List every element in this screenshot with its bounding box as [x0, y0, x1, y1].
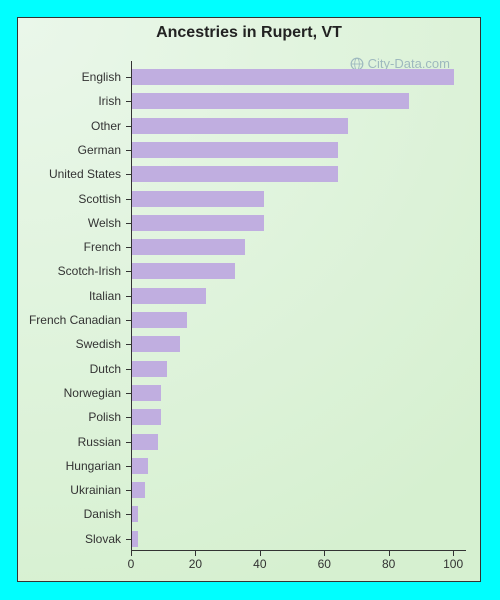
page-background: Ancestries in Rupert, VT City-Data.com E… [0, 0, 500, 600]
y-axis-label: Italian [89, 289, 121, 303]
x-tick [453, 551, 454, 556]
bar [132, 458, 148, 474]
x-axis-label: 20 [189, 557, 202, 571]
y-tick [126, 466, 131, 467]
y-tick [126, 417, 131, 418]
bar [132, 361, 167, 377]
y-tick [126, 271, 131, 272]
bar [132, 239, 245, 255]
bar [132, 288, 206, 304]
y-tick [126, 199, 131, 200]
y-axis-label: German [78, 143, 121, 157]
y-axis-line [131, 61, 132, 551]
y-tick [126, 514, 131, 515]
y-axis-label: Ukrainian [70, 483, 121, 497]
x-axis-line [131, 550, 466, 551]
y-axis-label: Irish [98, 94, 121, 108]
y-axis-label: Russian [78, 435, 121, 449]
y-tick [126, 393, 131, 394]
y-tick [126, 150, 131, 151]
y-tick [126, 174, 131, 175]
y-tick [126, 320, 131, 321]
y-tick [126, 77, 131, 78]
x-axis-label: 40 [253, 557, 266, 571]
chart-box: Ancestries in Rupert, VT City-Data.com E… [17, 17, 481, 582]
x-axis-label: 100 [443, 557, 463, 571]
y-axis-label: Dutch [90, 362, 121, 376]
bar [132, 482, 145, 498]
y-axis-label: French Canadian [29, 313, 121, 327]
bar [132, 69, 454, 85]
bar [132, 385, 161, 401]
x-axis-label: 0 [128, 557, 135, 571]
x-tick [260, 551, 261, 556]
y-tick [126, 101, 131, 102]
y-axis-label: English [82, 70, 121, 84]
bar [132, 93, 409, 109]
x-tick [195, 551, 196, 556]
y-tick [126, 539, 131, 540]
y-axis-label: Other [91, 119, 121, 133]
y-axis-label: Welsh [88, 216, 121, 230]
y-tick [126, 369, 131, 370]
y-tick [126, 296, 131, 297]
y-axis-label: Scottish [78, 192, 121, 206]
bar [132, 409, 161, 425]
bar [132, 166, 338, 182]
y-tick [126, 223, 131, 224]
bar [132, 191, 264, 207]
bar [132, 434, 158, 450]
bar [132, 215, 264, 231]
y-tick [126, 442, 131, 443]
x-axis-label: 80 [382, 557, 395, 571]
y-tick [126, 344, 131, 345]
bar [132, 506, 138, 522]
bar [132, 118, 348, 134]
y-axis-label: Polish [88, 410, 121, 424]
y-axis-label: United States [49, 167, 121, 181]
x-axis-label: 60 [318, 557, 331, 571]
bar [132, 142, 338, 158]
y-axis-label: Hungarian [66, 459, 121, 473]
y-axis-label: Swedish [76, 337, 121, 351]
y-axis-label: Scotch-Irish [58, 264, 121, 278]
x-tick [389, 551, 390, 556]
y-tick [126, 247, 131, 248]
y-tick [126, 126, 131, 127]
y-axis-label: Norwegian [64, 386, 121, 400]
bar [132, 336, 180, 352]
y-tick [126, 490, 131, 491]
x-tick [324, 551, 325, 556]
bar [132, 312, 187, 328]
y-axis-label: Slovak [85, 532, 121, 546]
y-axis-label: Danish [84, 507, 121, 521]
bar [132, 531, 138, 547]
y-axis-label: French [84, 240, 121, 254]
chart-title: Ancestries in Rupert, VT [18, 24, 480, 42]
x-tick [131, 551, 132, 556]
bar [132, 263, 235, 279]
plot-area [131, 61, 466, 551]
